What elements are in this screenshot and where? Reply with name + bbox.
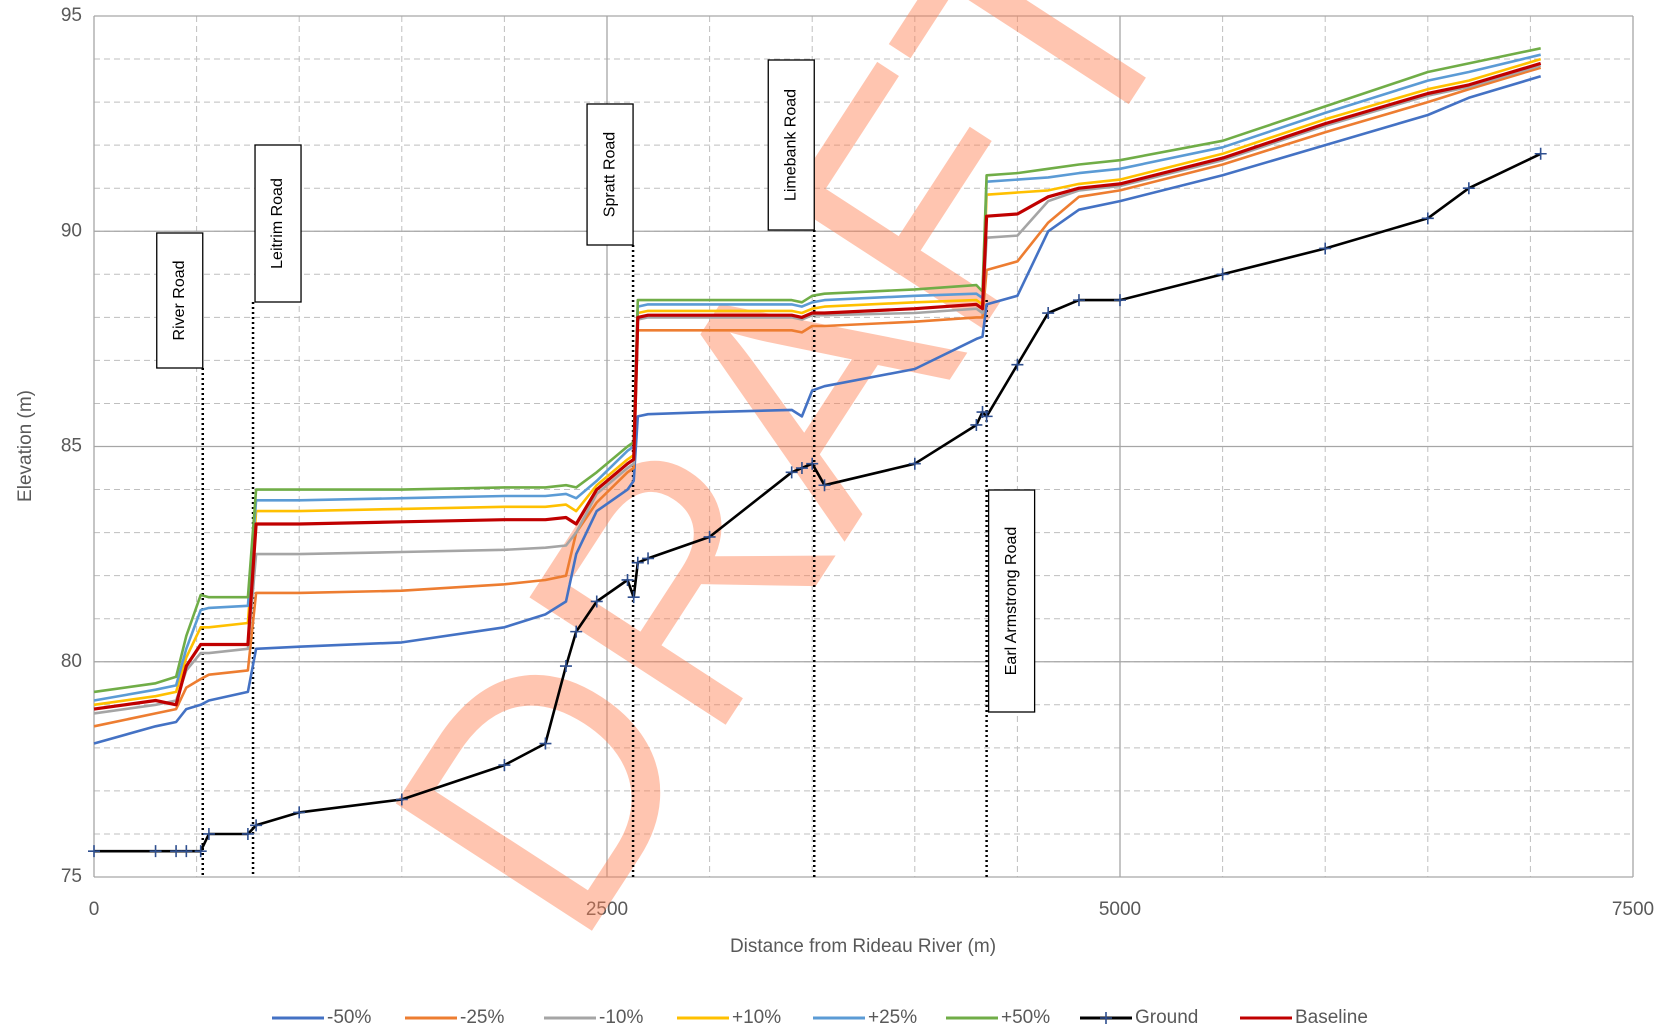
legend-label: -10% [599, 1007, 643, 1028]
ground-marker [194, 845, 207, 858]
ground-marker [1114, 294, 1126, 307]
y-tick-label: 85 [61, 436, 82, 457]
y-tick-label: 95 [61, 5, 82, 26]
ground-marker [818, 479, 831, 492]
x-tick-label: 5000 [1099, 899, 1141, 920]
x-tick-label: 0 [89, 899, 100, 920]
ground-marker [590, 595, 603, 608]
ground-marker [1462, 182, 1475, 195]
ground-marker [149, 845, 162, 858]
ground-marker [293, 806, 306, 819]
ground-marker [1011, 358, 1024, 371]
ground-marker [559, 660, 572, 673]
y-axis-label: Elevation (m) [15, 390, 36, 502]
ground-marker [806, 457, 819, 470]
legend-label: +25% [868, 1007, 917, 1028]
ground-marker [395, 793, 408, 806]
ground-marker [785, 466, 798, 479]
road-label-box [987, 489, 1036, 713]
road-label: River Road [171, 260, 188, 340]
ground-marker [1042, 307, 1055, 320]
y-tick-label: 80 [61, 651, 82, 672]
series-line [93, 66, 1542, 728]
series-line [93, 47, 1541, 694]
ground-marker [241, 827, 254, 840]
x-tick-label: 7500 [1612, 899, 1654, 920]
series-line [93, 75, 1542, 745]
ground-marker [980, 410, 993, 423]
legend-label: Baseline [1295, 1007, 1368, 1028]
series-line [93, 53, 1542, 702]
y-tick-label: 90 [61, 220, 82, 241]
legend-label: -25% [460, 1007, 504, 1028]
ground-marker [1216, 268, 1229, 281]
series-line [93, 61, 1542, 711]
ground-marker [250, 819, 263, 832]
legend-label: +10% [732, 1007, 781, 1028]
ground-marker [202, 827, 215, 840]
ground-marker [180, 845, 193, 858]
ground-marker [631, 556, 644, 569]
ground-marker [1319, 242, 1332, 255]
ground-marker [539, 737, 552, 750]
ground-marker [703, 530, 716, 543]
ground-marker [908, 457, 921, 470]
ground-marker [642, 552, 655, 565]
y-tick-label: 75 [61, 866, 82, 887]
ground-marker [1534, 147, 1547, 160]
ground-marker [795, 462, 808, 475]
road-label: Spratt Road [601, 132, 618, 217]
ground-marker [170, 845, 183, 858]
ground-marker [1072, 294, 1085, 307]
road-label-box [586, 103, 634, 246]
legend-label: +50% [1001, 1007, 1050, 1028]
ground-marker [1421, 212, 1434, 225]
road-label-box [156, 232, 204, 369]
ground-marker [570, 625, 583, 638]
ground-marker [627, 591, 640, 604]
x-tick-label: 2500 [586, 899, 628, 920]
ground-marker [88, 845, 100, 858]
legend-label: -50% [327, 1007, 371, 1028]
series-line [93, 64, 1542, 715]
legend-label: Ground [1135, 1007, 1198, 1028]
road-label: Leitrim Road [269, 178, 286, 269]
ground-marker [970, 418, 983, 431]
legend-marker [1100, 1012, 1112, 1024]
road-label-box [767, 59, 815, 231]
ground-marker [621, 573, 634, 586]
road-label: Limebank Road [782, 89, 799, 201]
x-axis-label: Distance from Rideau River (m) [730, 936, 996, 957]
road-label-box [254, 144, 302, 303]
road-label: Earl Armstrong Road [1003, 527, 1020, 676]
ground-marker [498, 759, 511, 772]
